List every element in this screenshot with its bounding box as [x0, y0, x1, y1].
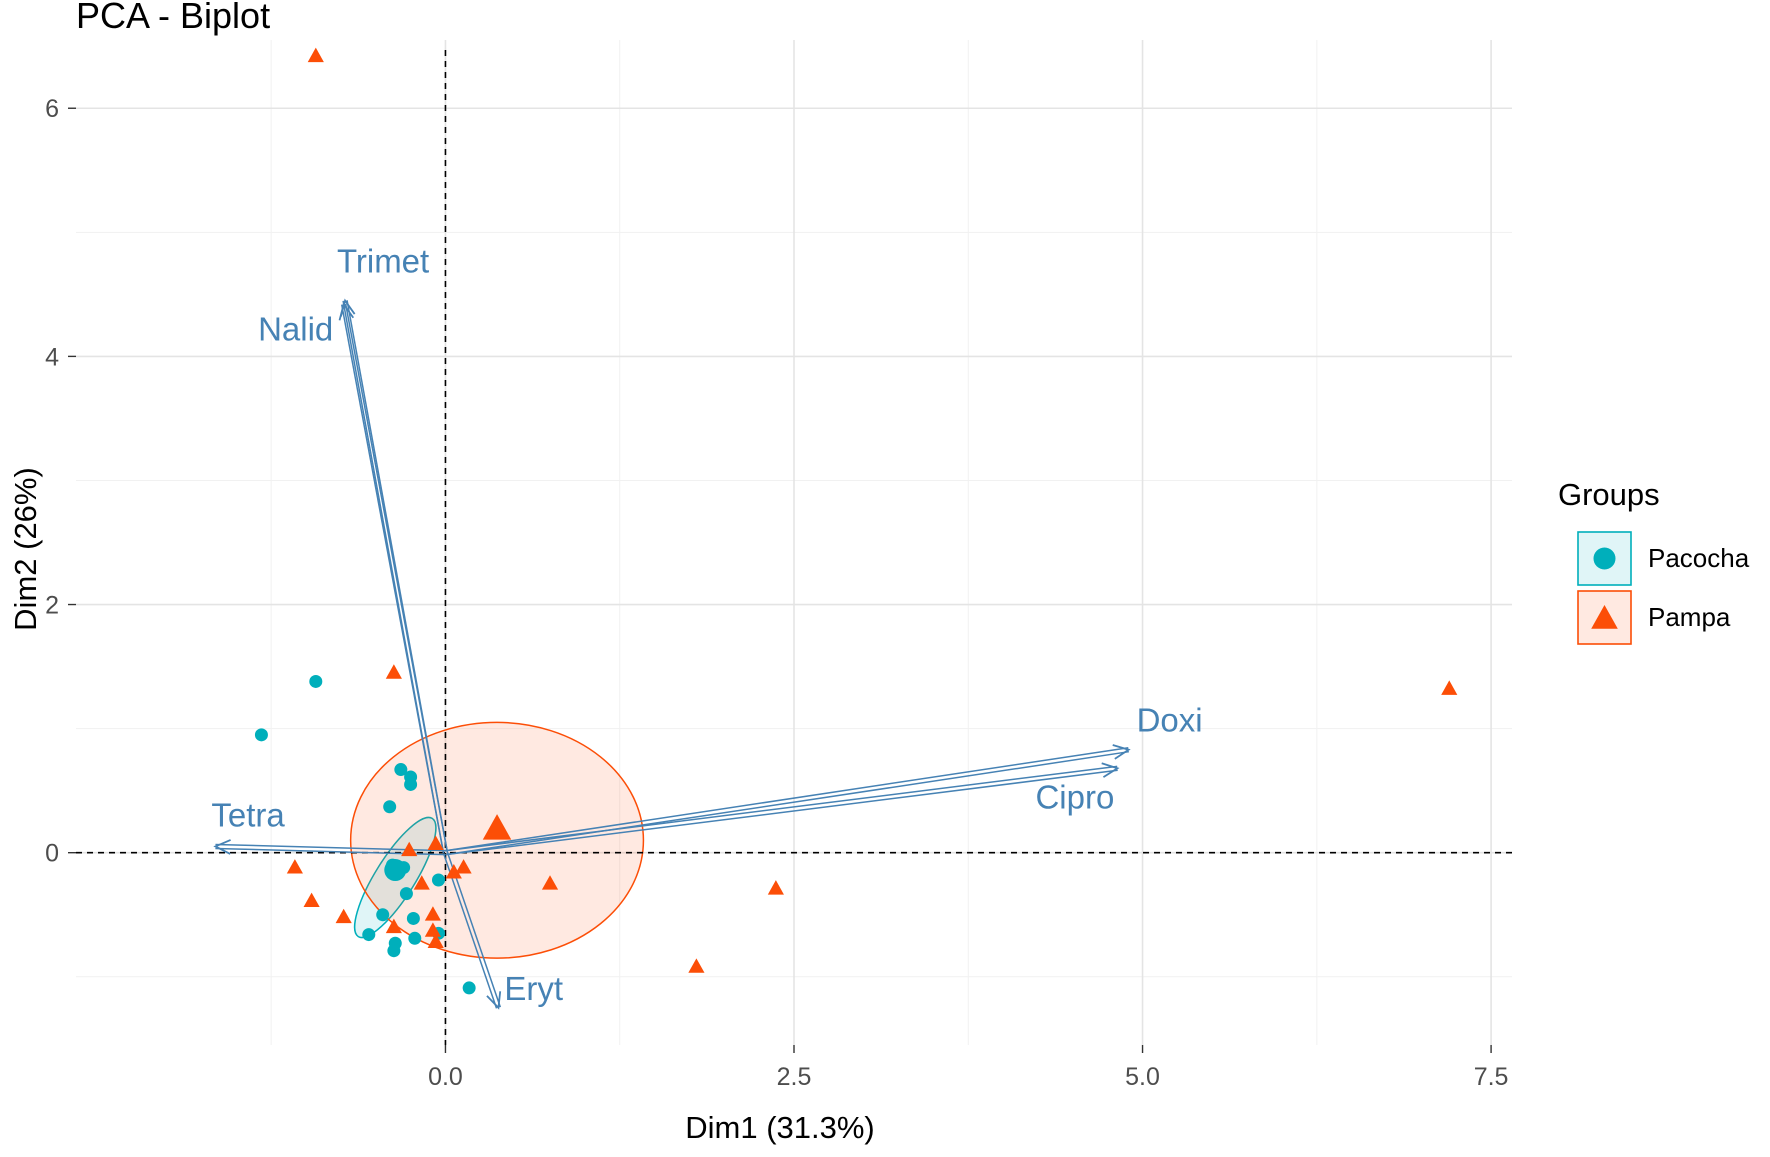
y-axis-ticks: 0 2 4 6: [45, 95, 76, 868]
data-points: [254, 47, 1458, 995]
point-pacocha: [462, 981, 476, 995]
legend-circle-icon: [1593, 547, 1616, 570]
arrow-head: [486, 991, 502, 1010]
point-pampa: [385, 918, 402, 934]
point-pacocha: [404, 777, 418, 791]
legend: Groups Pacocha Pampa: [1558, 477, 1750, 645]
point-pacocha: [406, 911, 420, 925]
point-pampa: [427, 933, 444, 948]
legend-label: Pampa: [1648, 602, 1731, 632]
arrow-shaft: [445, 769, 1118, 856]
chart-title: PCA - Biplot: [76, 0, 270, 36]
point-pampa: [303, 892, 320, 908]
variable-label-eryt: Eryt: [504, 970, 563, 1007]
point-pampa: [424, 922, 441, 937]
arrow-nalid: [338, 302, 449, 854]
grid-lines: [76, 40, 1512, 1045]
arrow-shaft: [445, 750, 1130, 856]
arrow-shaft: [442, 853, 498, 1009]
point-pampa: [688, 958, 705, 973]
ellipse-pampa: [349, 721, 645, 959]
point-pampa: [767, 880, 784, 895]
arrow-shaft: [445, 765, 1118, 852]
x-axis-label: Dim1 (31.3%): [685, 1110, 875, 1145]
arrow-head: [213, 839, 231, 855]
point-pampa: [335, 908, 352, 924]
point-pampa: [455, 859, 472, 874]
point-pacocha: [376, 908, 390, 922]
arrow-head: [1112, 744, 1131, 760]
point-pacocha: [394, 763, 408, 777]
point-pacocha: [309, 674, 323, 688]
legend-label: Pacocha: [1648, 543, 1750, 573]
point-pampa: [307, 47, 324, 63]
legend-title: Groups: [1558, 477, 1660, 512]
point-pampa: [445, 864, 462, 879]
centroid-pacocha: [384, 859, 407, 882]
point-pampa: [424, 906, 441, 921]
point-pampa: [427, 835, 444, 850]
y-tick-label: 6: [45, 95, 59, 123]
arrow-shaft: [445, 746, 1129, 852]
reference-lines: [76, 50, 1512, 1045]
point-pacocha: [431, 873, 445, 887]
variable-arrows: [213, 298, 1131, 1010]
arrow-shaft: [340, 304, 445, 854]
variable-label-doxi: Doxi: [1137, 702, 1203, 739]
y-tick-label: 2: [45, 592, 59, 620]
point-pampa: [385, 664, 402, 679]
legend-entry-pampa: Pampa: [1577, 590, 1731, 645]
point-pacocha: [383, 800, 397, 814]
legend-entry-pacocha: Pacocha: [1577, 531, 1750, 586]
y-axis-label: Dim2 (26%): [8, 467, 43, 631]
x-tick-label: 2.5: [777, 1063, 812, 1091]
variable-label-trimet: Trimet: [337, 243, 429, 280]
point-pacocha: [387, 944, 401, 958]
point-pampa: [286, 859, 303, 874]
point-pampa: [1441, 680, 1458, 695]
variable-label-cipro: Cipro: [1035, 778, 1114, 815]
variable-label-nalid: Nalid: [258, 310, 333, 347]
arrow-head: [338, 302, 355, 321]
point-pampa: [541, 875, 559, 890]
x-tick-label: 5.0: [1125, 1063, 1160, 1091]
concentration-ellipses: [349, 721, 645, 959]
arrow-shaft: [344, 303, 449, 853]
legend-entries: Pacocha Pampa: [1577, 531, 1750, 645]
point-pacocha: [362, 928, 376, 942]
arrow-cipro: [445, 762, 1120, 856]
y-tick-label: 4: [45, 343, 59, 371]
x-tick-label: 7.5: [1474, 1063, 1509, 1091]
x-tick-label: 0.0: [428, 1063, 463, 1091]
point-pacocha: [408, 931, 422, 945]
legend-triangle-icon: [1591, 605, 1618, 629]
arrow-doxi: [445, 744, 1131, 856]
point-pacocha: [399, 887, 413, 901]
centroid-pampa: [482, 814, 512, 840]
variable-label-tetra: Tetra: [211, 796, 285, 833]
arrow-head: [1101, 762, 1120, 778]
point-pacocha: [254, 728, 268, 742]
x-axis-ticks: 0.0 2.5 5.0 7.5: [428, 1045, 1508, 1091]
point-pampa: [401, 841, 418, 857]
point-pampa: [413, 875, 430, 890]
y-tick-label: 0: [45, 840, 59, 868]
